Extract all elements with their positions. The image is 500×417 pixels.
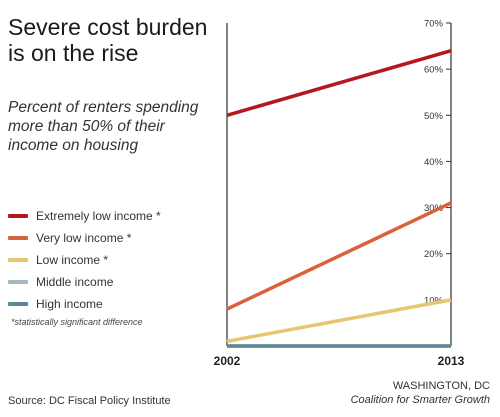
- legend-label: Extremely low income *: [36, 209, 161, 223]
- legend-swatch: [8, 280, 28, 284]
- legend-item-high: High income: [8, 293, 223, 315]
- series-line: [226, 201, 452, 311]
- legend-swatch: [8, 302, 28, 306]
- chart-title: Severe cost burden is on the rise: [8, 14, 208, 66]
- series-line: [226, 49, 452, 117]
- y-tick-label: 10%: [424, 295, 444, 306]
- legend-swatch: [8, 214, 28, 218]
- credit: WASHINGTON, DC Coalition for Smarter Gro…: [351, 379, 490, 407]
- legend: Extremely low income * Very low income *…: [8, 205, 223, 327]
- legend-item-very-low: Very low income *: [8, 227, 223, 249]
- y-tick-label: 60%: [424, 65, 444, 76]
- y-tick-label: 50%: [424, 111, 444, 122]
- source-note: Source: DC Fiscal Policy Institute: [8, 395, 171, 407]
- legend-label: Low income *: [36, 253, 109, 267]
- chart-axes: [226, 23, 452, 347]
- x-tick-label: 2013: [438, 354, 465, 368]
- credit-org: Coalition for Smarter Growth: [350, 394, 490, 406]
- footnote: *statistically significant difference: [11, 317, 143, 327]
- y-axis-ticks: 10% 20% 30% 40% 50% 60% 70%: [424, 19, 451, 306]
- chart-subtitle: Percent of renters spending more than 50…: [8, 99, 199, 154]
- legend-label: Very low income *: [36, 231, 132, 245]
- y-tick-label: 20%: [424, 249, 444, 260]
- x-tick-label: 2002: [214, 354, 241, 368]
- legend-swatch: [8, 258, 28, 262]
- credit-location: WASHINGTON, DC: [392, 380, 490, 392]
- legend-item-extremely-low: Extremely low income *: [8, 205, 223, 227]
- series-lines: [226, 49, 452, 348]
- legend-label: Middle income: [36, 275, 114, 289]
- legend-swatch: [8, 236, 28, 240]
- legend-label: High income: [36, 297, 103, 311]
- y-tick-label: 40%: [424, 157, 444, 168]
- series-line: [226, 298, 452, 344]
- legend-item-low: Low income *: [8, 249, 223, 271]
- legend-item-middle: Middle income: [8, 271, 223, 293]
- y-tick-label: 70%: [424, 19, 444, 30]
- x-axis-labels: 2002 2013: [214, 354, 465, 368]
- y-tick-label: 30%: [424, 203, 444, 214]
